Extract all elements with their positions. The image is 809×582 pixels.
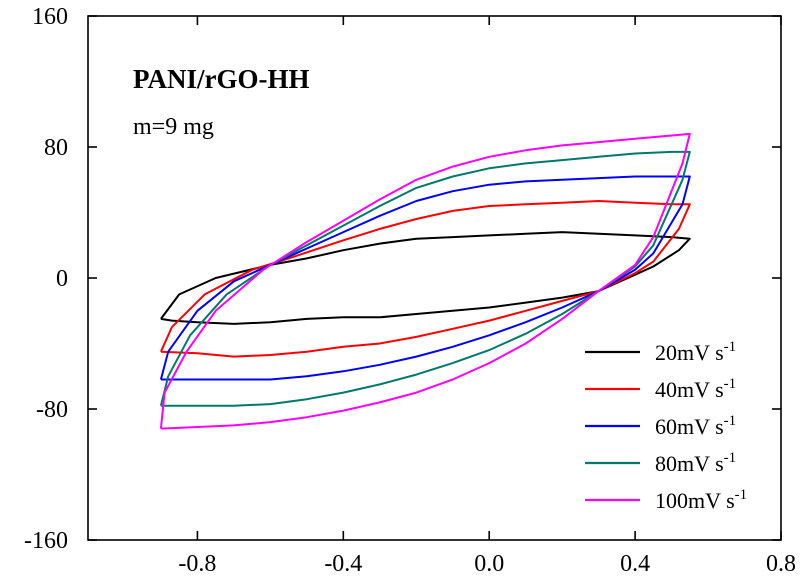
legend-label-main: 60mV s: [655, 414, 724, 439]
series-line-20mv-s: [160, 231, 691, 325]
y-tick-label: 0: [56, 266, 68, 292]
y-tick-label: 160: [32, 4, 68, 30]
legend-label: 40mV s-1: [655, 376, 736, 402]
legend-label-superscript: -1: [724, 376, 737, 392]
legend-label-main: 40mV s: [655, 377, 724, 402]
legend-label-main: 20mV s: [655, 340, 724, 365]
legend-label-superscript: -1: [724, 450, 737, 466]
y-tick-label: 80: [44, 135, 68, 161]
series-line-60mv-s: [159, 175, 691, 381]
y-tick-label: -160: [24, 528, 68, 554]
legend-label-superscript: -1: [724, 339, 737, 355]
x-tick-label: 0.8: [766, 551, 796, 577]
curves-group: [159, 132, 691, 430]
series-line-40mv-s: [159, 200, 691, 358]
x-tick-label: 0.0: [474, 551, 504, 577]
legend-label: 100mV s-1: [655, 487, 747, 513]
legend-label: 20mV s-1: [655, 339, 736, 365]
legend-label-superscript: -1: [724, 413, 737, 429]
chart-title: PANI/rGO-HH: [133, 64, 309, 94]
legend-label-main: 80mV s: [655, 451, 724, 476]
y-tick-label: -80: [36, 397, 68, 423]
x-tick-label: 0.4: [620, 551, 650, 577]
legend-label: 60mV s-1: [655, 413, 736, 439]
legend-label-main: 100mV s: [655, 488, 735, 513]
x-tick-label: -0.4: [324, 551, 362, 577]
series-line-80mv-s: [159, 150, 691, 407]
series-line-100mv-s: [159, 132, 691, 430]
legend-label: 80mV s-1: [655, 450, 736, 476]
chart-subtitle: m=9 mg: [133, 114, 214, 140]
axes-group: -0.8 -0.4 0.0 0.4 0.8 -160 -80 0 80 160: [24, 4, 796, 577]
x-tick-label: -0.8: [178, 551, 216, 577]
legend-label-superscript: -1: [735, 487, 748, 503]
